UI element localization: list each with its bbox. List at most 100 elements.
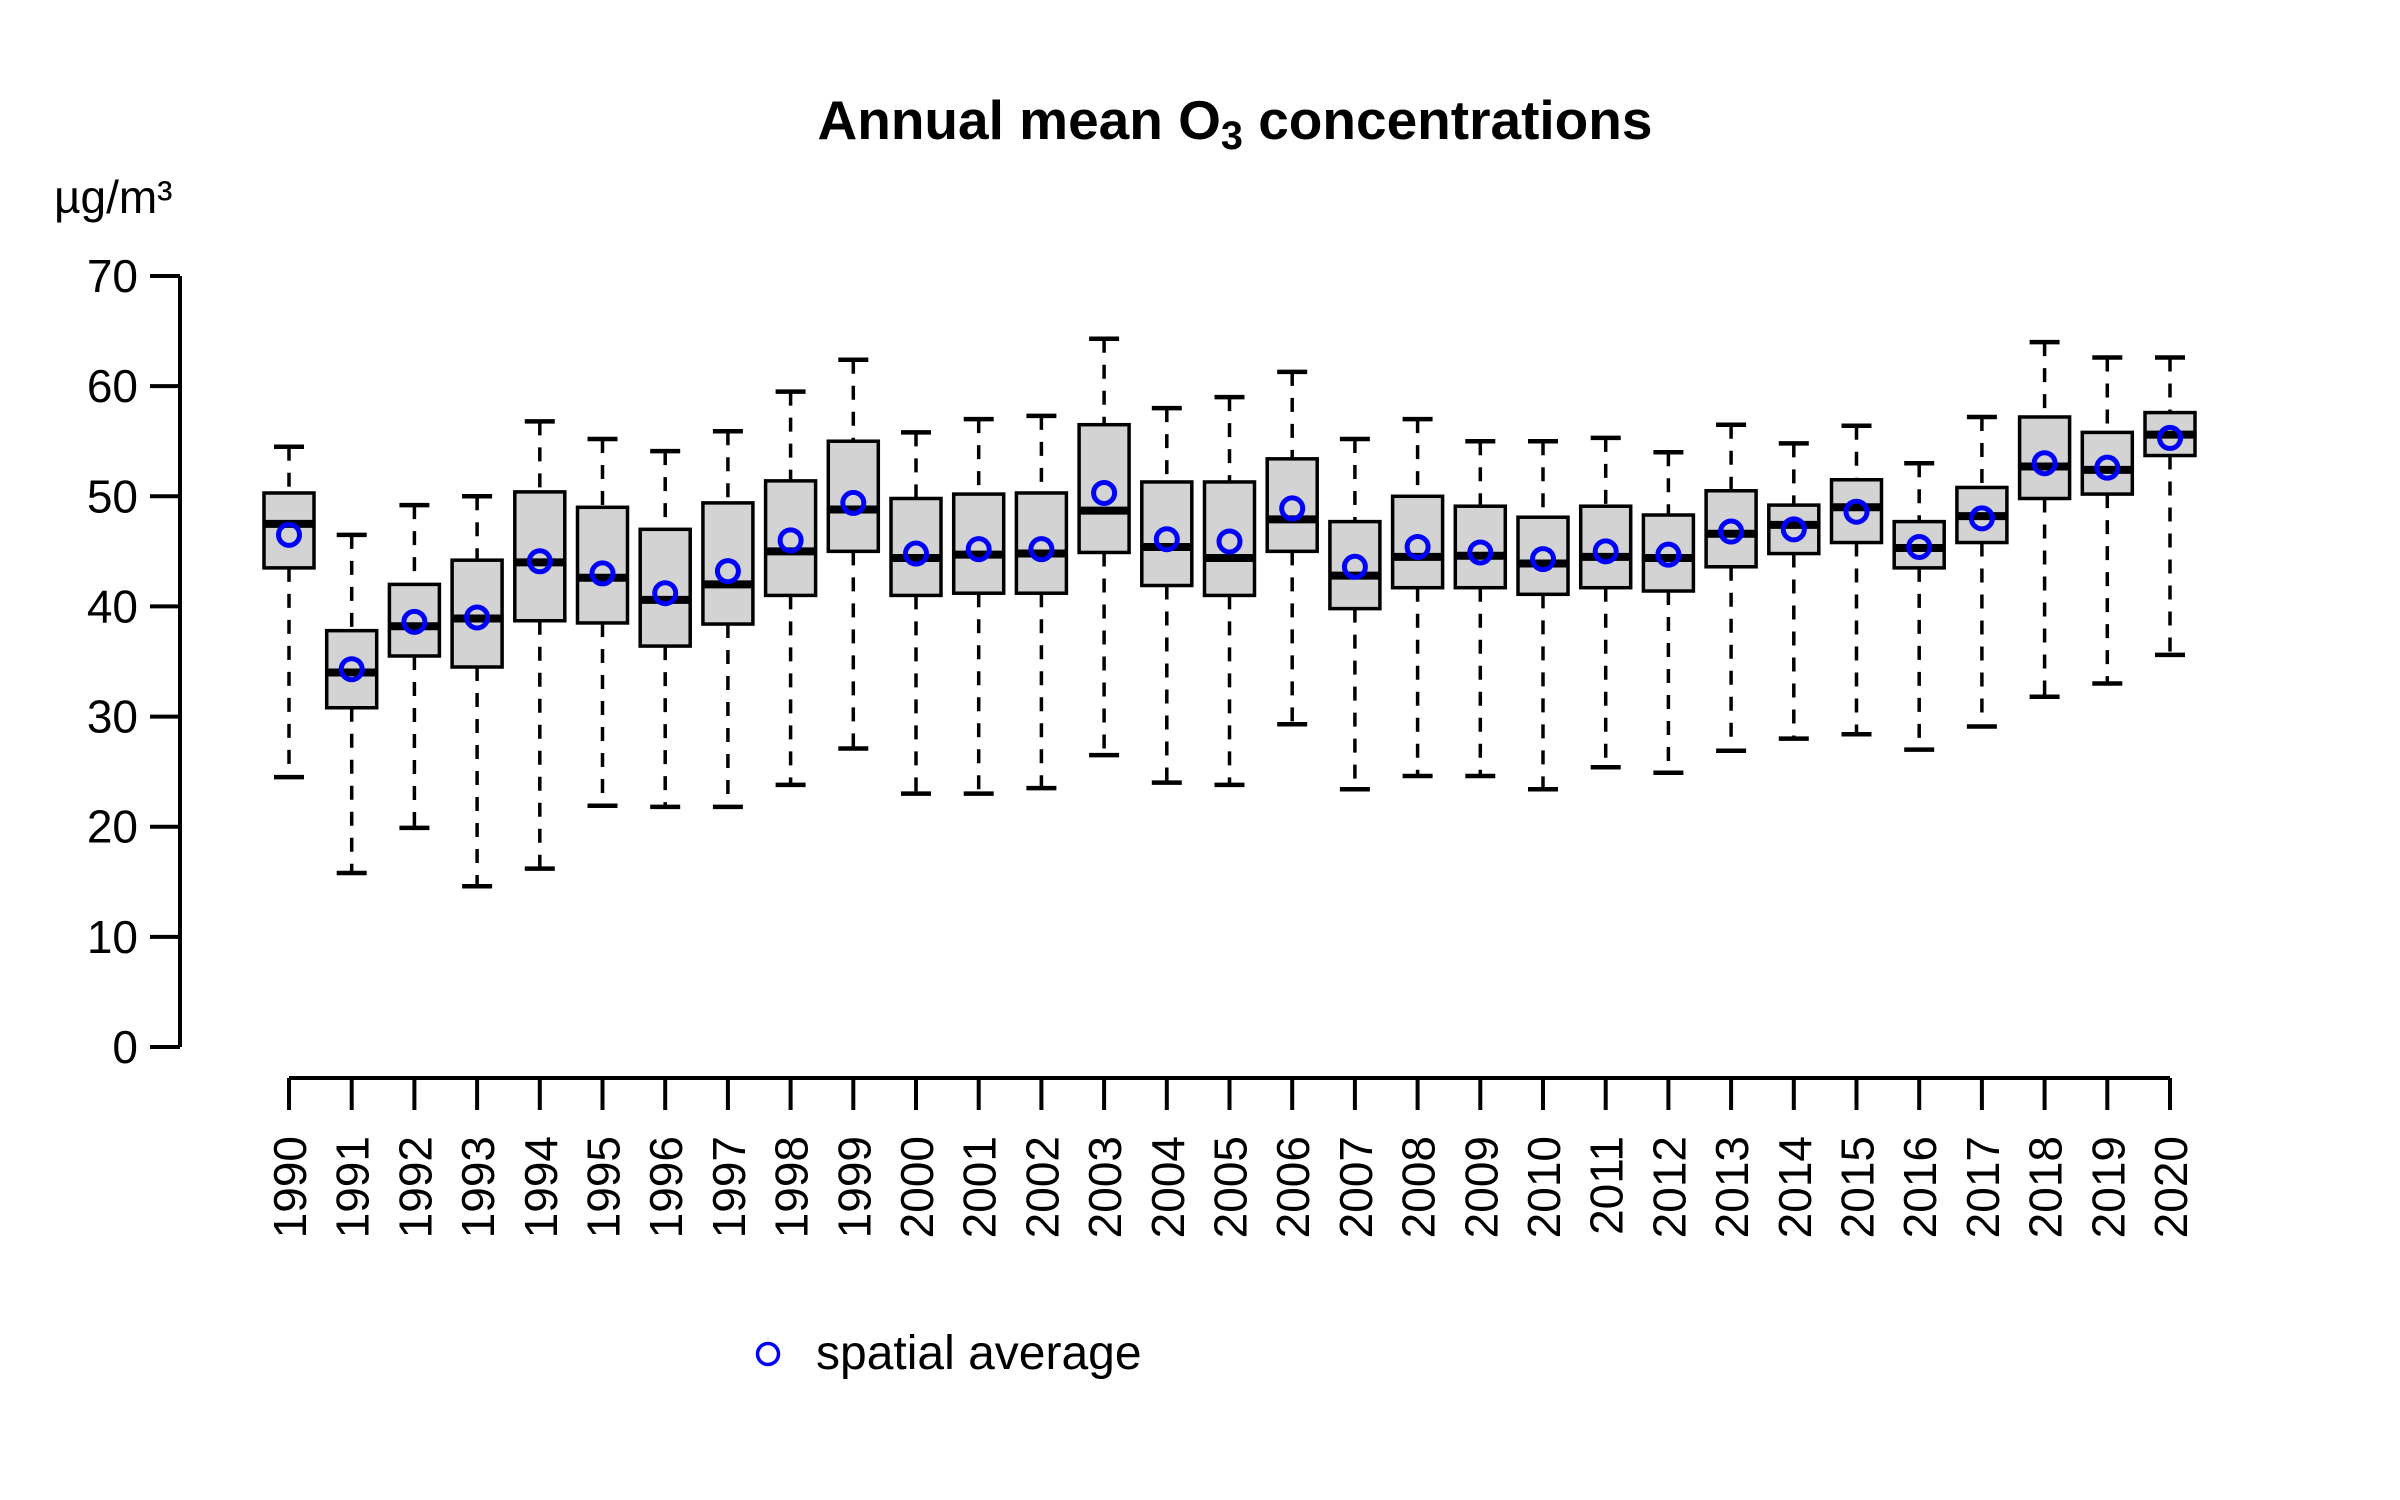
x-tick-label-2005: 2005 [1205, 1136, 1257, 1238]
spatial-average-marker [1906, 533, 1933, 560]
boxplot-2010 [1516, 438, 1570, 792]
iqr-box [763, 479, 818, 598]
chart-title: Annual mean O3 concentrations [0, 88, 2400, 158]
spatial-average-marker [1467, 539, 1494, 566]
boxplot-2016 [1892, 460, 1946, 752]
x-tick-label-2002: 2002 [1016, 1136, 1068, 1238]
boxplot-2011 [1578, 435, 1633, 770]
boxplot-2015 [1829, 423, 1884, 737]
y-tick-label: 30 [87, 691, 138, 743]
boxplot-1992 [387, 502, 442, 831]
boxplot-1994 [513, 419, 567, 871]
spatial-average-marker [1216, 528, 1243, 555]
boxplot-2000 [889, 430, 943, 796]
iqr-box [1641, 513, 1696, 593]
iqr-box [450, 558, 504, 669]
iqr-box [1202, 480, 1257, 598]
spatial-average-marker [1153, 526, 1180, 553]
x-tick-label-2001: 2001 [954, 1136, 1006, 1238]
iqr-box [387, 582, 442, 658]
iqr-box [826, 439, 881, 554]
boxplot-2012 [1641, 449, 1696, 775]
boxplot-2014 [1767, 441, 1821, 741]
boxplot-1995 [575, 436, 630, 809]
spatial-average-marker [2157, 424, 2183, 451]
spatial-average-marker [652, 580, 679, 607]
x-tick-label-2003: 2003 [1079, 1136, 1131, 1238]
boxplot-2005 [1202, 394, 1257, 788]
x-tick-label-2016: 2016 [1894, 1136, 1946, 1238]
spatial-average-marker [1655, 541, 1682, 568]
legend: spatial average [752, 1326, 1142, 1381]
y-tick-label: 60 [87, 360, 138, 412]
spatial-average-marker [2094, 454, 2121, 481]
x-tick-label-2006: 2006 [1267, 1136, 1319, 1238]
spatial-average-marker [276, 521, 302, 548]
spatial-average-marker [2031, 450, 2058, 477]
spatial-average-marker [1028, 536, 1055, 563]
x-tick-label-1998: 1998 [766, 1136, 818, 1238]
x-tick-label-1990: 1990 [264, 1136, 316, 1238]
x-tick-label-1997: 1997 [703, 1136, 755, 1238]
x-tick-label-1992: 1992 [389, 1136, 441, 1238]
iqr-box [513, 490, 567, 623]
iqr-box [889, 496, 943, 598]
x-tick-label-1991: 1991 [327, 1136, 379, 1238]
x-tick-label-2007: 2007 [1330, 1136, 1382, 1238]
x-tick-label-2000: 2000 [891, 1136, 943, 1238]
y-axis-unit-label: µg/m³ [54, 171, 173, 223]
spatial-average-marker [1780, 516, 1807, 543]
x-tick-label-2013: 2013 [1706, 1136, 1758, 1238]
iqr-box [2017, 415, 2072, 501]
open-circle-icon [755, 1341, 781, 1366]
chart-title-prefix: Annual mean O [817, 89, 1221, 151]
x-tick-label-1993: 1993 [452, 1136, 504, 1238]
boxplot-2007 [1328, 436, 1382, 792]
y-tick-label: 70 [87, 250, 138, 302]
spatial-average-marker [589, 560, 616, 587]
spatial-average-marker [1279, 495, 1306, 522]
boxplot-2001 [951, 416, 1006, 796]
x-tick-label-1995: 1995 [578, 1136, 630, 1238]
iqr-box [1265, 457, 1319, 554]
spatial-average-marker [1718, 518, 1745, 545]
spatial-average-marker [401, 608, 428, 635]
boxplot-1998 [763, 389, 818, 788]
iqr-box [1704, 489, 1758, 569]
iqr-box [1516, 515, 1570, 597]
boxplot-2003 [1077, 336, 1131, 758]
spatial-average-marker [1968, 505, 1995, 532]
spatial-average-marker [777, 527, 804, 554]
x-tick-label-2009: 2009 [1455, 1136, 1507, 1238]
boxplot-2009 [1453, 438, 1508, 779]
boxplot-2008 [1390, 416, 1445, 779]
y-tick-label: 50 [87, 470, 138, 522]
iqr-box [1453, 504, 1508, 590]
iqr-box [1328, 519, 1382, 611]
iqr-box [701, 501, 755, 626]
iqr-box [1140, 480, 1194, 588]
x-tick-label-1996: 1996 [640, 1136, 692, 1238]
x-tick-label-2004: 2004 [1142, 1136, 1194, 1238]
x-tick-label-2012: 2012 [1643, 1136, 1695, 1238]
spatial-average-marker [714, 558, 741, 585]
spatial-average-marker [1592, 538, 1619, 565]
chart-title-subscript: 3 [1220, 113, 1243, 158]
boxplot-2004 [1140, 405, 1194, 785]
spatial-average-marker [464, 604, 491, 631]
boxplot-2020 [2143, 355, 2197, 658]
boxplot-2019 [2080, 355, 2135, 686]
spatial-average-marker [338, 656, 365, 683]
boxplot-1996 [638, 448, 692, 810]
iqr-box [638, 527, 692, 648]
spatial-average-marker [840, 489, 867, 516]
y-tick-label: 40 [87, 580, 138, 632]
x-tick-label-2010: 2010 [1518, 1136, 1570, 1238]
spatial-average-marker [1404, 533, 1431, 560]
x-tick-label-2019: 2019 [2082, 1136, 2134, 1238]
iqr-box [1014, 491, 1069, 595]
y-tick-label: 20 [87, 801, 138, 853]
iqr-box [1390, 494, 1445, 590]
x-tick-label-1994: 1994 [515, 1136, 567, 1238]
boxplot-1993 [450, 494, 504, 889]
